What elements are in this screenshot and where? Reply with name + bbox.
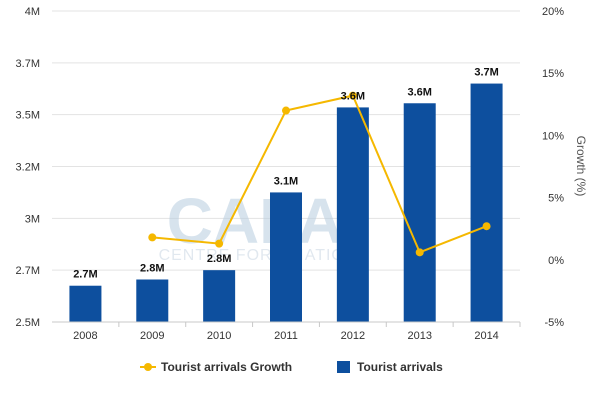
- x-tick-label: 2011: [274, 330, 298, 342]
- right-axis-title: Growth (%): [574, 136, 588, 197]
- y-left-tick-label: 3.5M: [16, 110, 40, 122]
- y-right-tick-label: 15%: [542, 68, 564, 80]
- legend-item-growth[interactable]: Tourist arrivals Growth: [140, 360, 292, 374]
- legend-bar-swatch: [337, 361, 350, 373]
- growth-point: [348, 91, 357, 100]
- growth-point: [282, 106, 290, 115]
- y-left-tick-label: 3.2M: [16, 162, 40, 174]
- legend-item-arrivals[interactable]: Tourist arrivals: [337, 360, 443, 374]
- bar: [336, 107, 369, 322]
- bar-series: [69, 83, 503, 322]
- growth-point: [215, 239, 224, 248]
- y-left-tick-label: 3.7M: [16, 58, 40, 70]
- bar-data-label: 3.1M: [274, 175, 298, 187]
- x-tick-label: 2008: [73, 330, 97, 342]
- bar-data-label: 2.7M: [73, 269, 97, 281]
- bar-data-label: 2.8M: [140, 262, 164, 274]
- watermark: CAPA CENTRE FOR AVIATION: [159, 185, 358, 264]
- y-right-tick-label: -5%: [544, 317, 564, 329]
- axes: 2.5M 2.7M 3M 3.2M 3.5M 3.7M 4M -5% 0% 5% 10% 15% 20%…: [16, 6, 565, 342]
- bar-data-label: 3.7M: [474, 67, 498, 79]
- bar: [403, 103, 436, 322]
- bar-data-label: 3.6M: [341, 90, 365, 102]
- y-left-tick-label: 4M: [25, 6, 40, 18]
- x-tick-label: 2010: [207, 330, 231, 342]
- legend-label-growth: Tourist arrivals Growth: [161, 360, 292, 374]
- y-left-tick-label: 2.5M: [16, 317, 40, 329]
- y-right-tick-label: 5%: [548, 193, 564, 205]
- watermark-logo: CAPA: [167, 185, 344, 257]
- x-tick-label: 2012: [341, 330, 365, 342]
- x-tick-label: 2014: [474, 330, 498, 342]
- legend-label-arrivals: Tourist arrivals: [357, 360, 443, 374]
- growth-point: [148, 233, 157, 242]
- bar: [136, 279, 169, 322]
- growth-point: [415, 248, 424, 257]
- y-left-tick-label: 3M: [25, 213, 40, 225]
- y-right-tick-label: 10%: [542, 130, 564, 142]
- bar: [470, 83, 503, 322]
- growth-point: [482, 222, 491, 231]
- growth-line: [152, 94, 487, 254]
- line-series: [148, 91, 491, 257]
- y-right-tick-label: 20%: [542, 6, 564, 18]
- legend-line-marker: [144, 363, 152, 371]
- y-left-tick-label: 2.7M: [16, 265, 40, 277]
- y-right-tick-label: 0%: [548, 255, 564, 267]
- bar-data-label: 3.6M: [407, 86, 431, 98]
- watermark-text: CENTRE FOR AVIATION: [159, 247, 358, 264]
- x-tick-label: 2009: [140, 330, 164, 342]
- legend[interactable]: Tourist arrivals Growth Tourist arrivals: [140, 360, 443, 374]
- x-tick-label: 2013: [407, 330, 431, 342]
- bar: [270, 192, 302, 322]
- bar-data-label: 2.8M: [207, 253, 231, 265]
- data-labels: 2.7M 2.8M 2.8M 3.1M 3.6M 3.6M 3.7M: [73, 67, 499, 281]
- bar: [203, 270, 236, 322]
- bar: [69, 285, 102, 322]
